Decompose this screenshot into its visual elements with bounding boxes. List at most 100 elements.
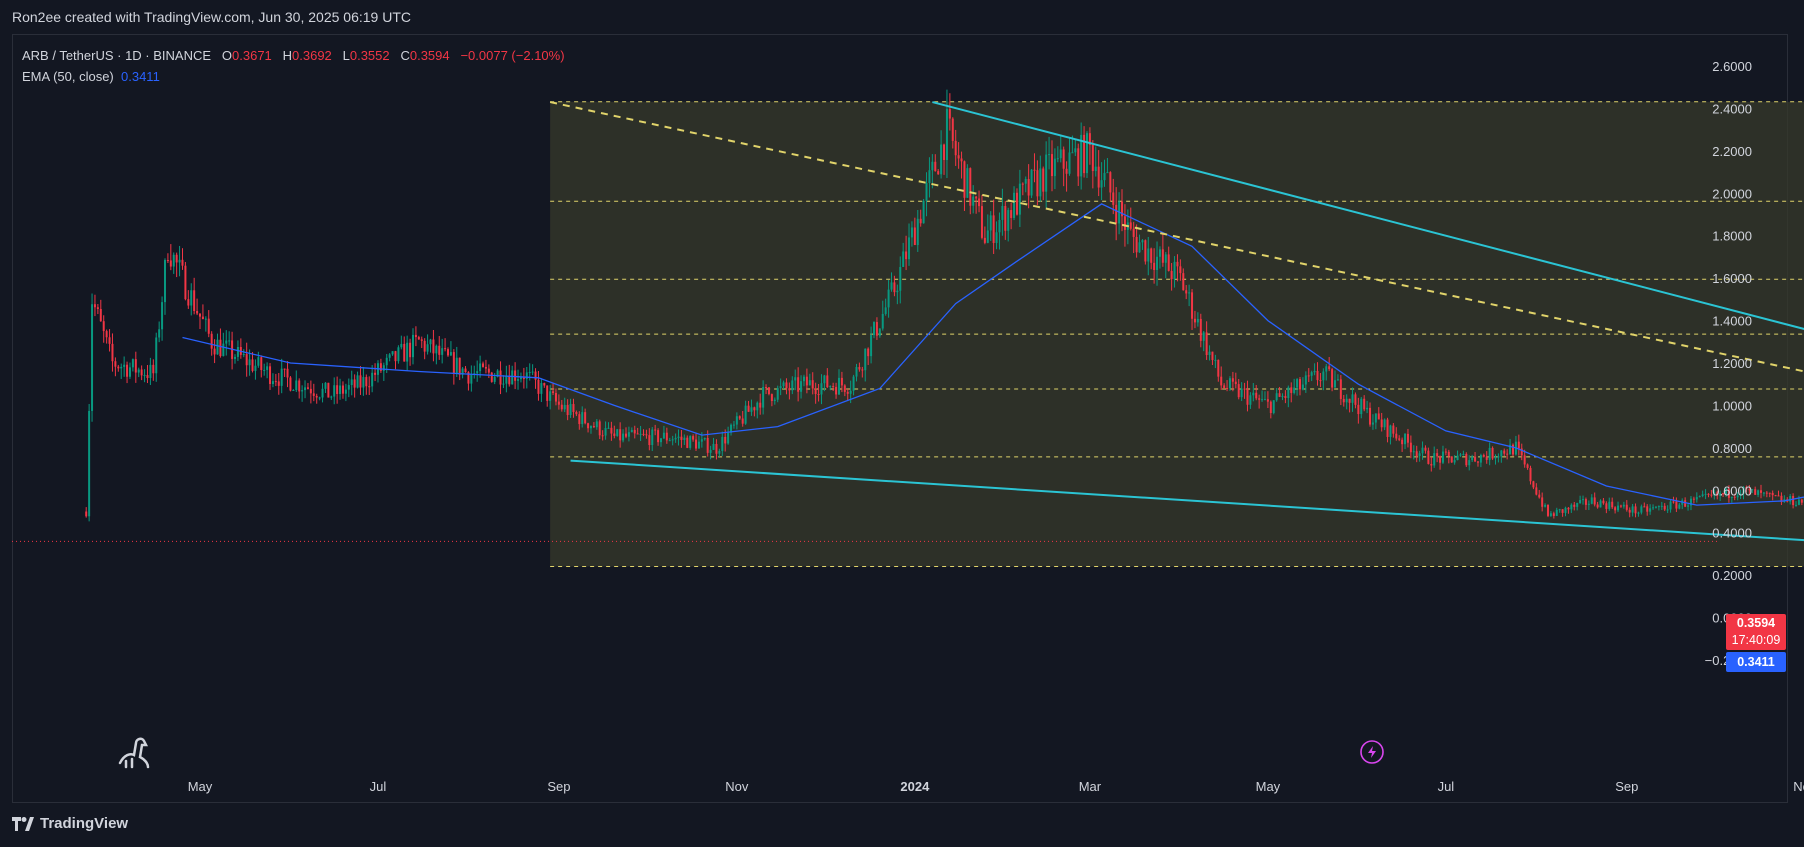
candle-body [937, 171, 940, 175]
candle [835, 382, 838, 399]
candle [966, 164, 969, 198]
candle [826, 368, 829, 389]
candle [703, 437, 706, 441]
candle-body [1640, 506, 1643, 513]
candle [391, 351, 394, 356]
candle-body [826, 375, 829, 388]
candle-body [934, 161, 937, 172]
candle-body [487, 368, 490, 373]
candle [1015, 188, 1018, 216]
candle-body [102, 321, 105, 332]
candle-body [989, 215, 992, 231]
candle [1713, 489, 1716, 500]
candle [464, 366, 467, 373]
y-tick-label: 0.4000 [1712, 526, 1752, 541]
candle-body [508, 375, 511, 385]
candle [957, 142, 960, 169]
candle [546, 385, 549, 407]
y-tick-label: 1.6000 [1712, 271, 1752, 286]
candle-body [1053, 158, 1056, 177]
candle [1258, 394, 1261, 409]
candle-body [1795, 504, 1798, 506]
candle-body [1249, 395, 1252, 405]
candle [873, 321, 876, 339]
candle-body [1275, 393, 1278, 401]
candle [531, 364, 534, 376]
candle [919, 209, 922, 227]
candle [1272, 400, 1275, 415]
candle-body [397, 347, 400, 362]
candle-body [1374, 413, 1377, 423]
candle [131, 358, 134, 372]
candle-body [811, 380, 814, 389]
candle [1138, 234, 1141, 253]
candle-body [1015, 192, 1018, 215]
candle-body [1479, 454, 1482, 463]
candle [1033, 153, 1036, 183]
candle-body [120, 366, 123, 369]
candle [986, 214, 989, 244]
candle-body [1240, 388, 1243, 398]
candle-body [1409, 442, 1412, 453]
candle [1558, 508, 1561, 513]
candle [738, 415, 741, 421]
candle-body [840, 377, 843, 386]
candle-body [1176, 261, 1179, 267]
candle-body [697, 441, 700, 449]
ema-label[interactable]: EMA (50, close) [22, 69, 114, 84]
candle [1760, 484, 1763, 499]
candle [166, 253, 169, 263]
candle [1640, 504, 1643, 515]
candle [1068, 137, 1071, 176]
candle [1695, 492, 1698, 503]
candle-body [1421, 447, 1424, 454]
candle-body [1532, 481, 1535, 488]
candle-body [1042, 168, 1045, 192]
candle [1608, 497, 1611, 511]
symbol-info[interactable]: ARB / TetherUS · 1D · BINANCE [22, 48, 212, 63]
candle [954, 129, 957, 166]
candle-body [1392, 425, 1395, 434]
candle-body [817, 394, 820, 396]
candle [134, 351, 137, 383]
candle [318, 396, 321, 401]
candle [1074, 140, 1077, 157]
candle-body [843, 385, 846, 392]
candle [1392, 423, 1395, 438]
candle [365, 374, 368, 395]
candle-body [403, 343, 406, 362]
candle [776, 385, 779, 403]
candle-body [169, 260, 172, 267]
candle-body [587, 423, 590, 429]
candle [581, 406, 584, 428]
candle-body [283, 368, 286, 370]
tradingview-logo[interactable]: TradingView [12, 815, 128, 832]
candle [196, 298, 199, 316]
candle-body [140, 369, 143, 376]
event-circle [1360, 740, 1384, 764]
lightning-event-icon[interactable] [1360, 740, 1384, 764]
candle-body [444, 348, 447, 350]
candle-body [1039, 168, 1042, 197]
candle [829, 385, 832, 391]
candle-body [630, 429, 633, 433]
candle [1249, 392, 1252, 409]
candle [916, 210, 919, 252]
candle-body [1760, 490, 1763, 493]
candle [1237, 379, 1240, 400]
candle-body [1138, 242, 1141, 253]
candle [657, 428, 660, 446]
candle-body [1048, 154, 1051, 156]
candle [913, 217, 916, 246]
candle [336, 376, 339, 404]
candle-body [134, 359, 137, 373]
candle-body [1593, 497, 1596, 505]
candle-body [1541, 497, 1544, 507]
candle [837, 369, 840, 396]
candle [213, 339, 216, 364]
candle-body [482, 363, 485, 367]
candle [225, 330, 228, 356]
candle-body [578, 414, 581, 425]
candle-body [470, 374, 473, 384]
